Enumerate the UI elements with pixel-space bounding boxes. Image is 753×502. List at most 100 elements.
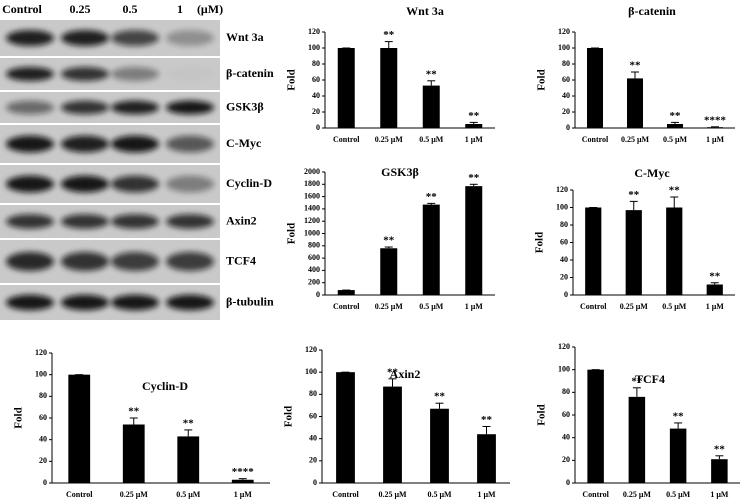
y-axis-label: Fold bbox=[534, 232, 546, 253]
significance-label: ** bbox=[434, 391, 446, 403]
bar bbox=[465, 186, 483, 295]
y-tick-label: 80 bbox=[562, 59, 570, 68]
bar bbox=[587, 48, 603, 128]
y-tick-label: 800 bbox=[308, 241, 320, 250]
x-tick-label: 0.5 μM bbox=[663, 135, 688, 144]
bar bbox=[625, 210, 642, 295]
x-tick-label: 1 μM bbox=[465, 135, 484, 144]
blot-band bbox=[61, 30, 109, 46]
significance-label: **** bbox=[232, 466, 255, 478]
bar bbox=[711, 459, 728, 483]
significance-label: ** bbox=[714, 443, 726, 455]
error-bar bbox=[469, 183, 478, 187]
blot-band bbox=[6, 30, 54, 46]
x-tick-label: 1 μM bbox=[710, 490, 729, 499]
error-bar bbox=[482, 425, 491, 435]
blot-band bbox=[61, 135, 109, 153]
protein-label: C-Myc bbox=[226, 136, 262, 150]
y-tick-label: 100 bbox=[305, 367, 317, 376]
y-tick-label: 1000 bbox=[304, 228, 320, 237]
y-tick-label: 400 bbox=[308, 265, 320, 274]
y-axis-label: Fold bbox=[13, 407, 25, 428]
protein-label: Axin2 bbox=[226, 213, 257, 227]
x-tick-label: Control bbox=[333, 302, 360, 311]
chart-title: Wnt 3a bbox=[406, 4, 444, 18]
y-tick-label: 1600 bbox=[304, 191, 320, 200]
blot-band bbox=[61, 294, 109, 311]
y-tick-label: 40 bbox=[39, 434, 47, 443]
y-tick-label: 100 bbox=[308, 43, 320, 52]
bar bbox=[383, 386, 402, 483]
protein-label: Cyclin-D bbox=[226, 176, 272, 190]
y-tick-label: 0 bbox=[316, 123, 320, 132]
error-bar bbox=[435, 402, 444, 409]
x-tick-label: Control bbox=[582, 135, 609, 144]
bar bbox=[122, 424, 145, 483]
y-tick-label: 40 bbox=[560, 255, 568, 264]
x-tick-label: 0.5 μM bbox=[419, 135, 444, 144]
bar bbox=[628, 396, 646, 483]
significance-label: ** bbox=[630, 60, 642, 72]
chart-title: Cyclin-D bbox=[142, 379, 188, 393]
y-tick-label: 100 bbox=[35, 369, 47, 378]
y-axis-label: Fold bbox=[286, 223, 298, 244]
x-tick-label: 1 μM bbox=[706, 302, 725, 311]
protein-label: TCF4 bbox=[226, 253, 256, 267]
blot-band bbox=[166, 30, 214, 46]
blot-band bbox=[6, 175, 54, 193]
bar bbox=[706, 284, 723, 295]
error-bar bbox=[388, 378, 397, 387]
error-bar bbox=[384, 246, 393, 249]
chart-title: TCF4 bbox=[635, 372, 665, 386]
bar bbox=[585, 207, 602, 295]
blot-band bbox=[61, 214, 109, 229]
y-tick-label: 60 bbox=[312, 75, 320, 84]
bar bbox=[231, 479, 254, 483]
bar bbox=[587, 369, 604, 483]
error-bar bbox=[469, 121, 478, 124]
x-tick-label: 0.25 μM bbox=[378, 490, 407, 499]
bar bbox=[627, 78, 643, 128]
y-tick-label: 80 bbox=[562, 387, 570, 396]
bar bbox=[337, 48, 355, 128]
error-bar bbox=[671, 121, 679, 124]
x-tick-label: 1 μM bbox=[465, 302, 484, 311]
x-tick-label: Control bbox=[332, 490, 359, 499]
y-tick-label: 60 bbox=[309, 411, 317, 420]
blot-band bbox=[111, 30, 159, 46]
blot-band bbox=[166, 294, 214, 311]
x-tick-label: 0.5 μM bbox=[176, 490, 201, 499]
x-tick-label: Control bbox=[582, 490, 609, 499]
significance-label: ** bbox=[673, 410, 685, 422]
x-tick-label: 0.5 μM bbox=[662, 302, 687, 311]
y-tick-label: 20 bbox=[309, 456, 317, 465]
blot-band bbox=[166, 100, 214, 115]
chart-title: C-Myc bbox=[634, 166, 670, 180]
bar bbox=[430, 408, 449, 483]
y-tick-label: 1200 bbox=[304, 216, 320, 225]
error-bar bbox=[184, 429, 193, 437]
y-tick-label: 100 bbox=[558, 364, 570, 373]
error-bar bbox=[384, 41, 393, 48]
significance-label: ** bbox=[669, 185, 681, 197]
blot-band bbox=[111, 294, 159, 311]
bar bbox=[667, 124, 683, 128]
blot-band bbox=[6, 294, 54, 311]
y-tick-label: 120 bbox=[558, 27, 570, 36]
error-bar bbox=[632, 387, 641, 397]
blot-band bbox=[6, 252, 54, 271]
error-bar bbox=[427, 202, 436, 205]
significance-label: ** bbox=[628, 189, 640, 201]
error-bar bbox=[238, 478, 247, 480]
x-tick-label: 1 μM bbox=[706, 135, 725, 144]
x-tick-label: 1 μM bbox=[234, 490, 253, 499]
y-tick-label: 1400 bbox=[304, 204, 320, 213]
y-tick-label: 80 bbox=[312, 59, 320, 68]
y-tick-label: 0 bbox=[313, 478, 317, 487]
significance-label: ** bbox=[183, 417, 195, 429]
x-tick-label: 0.5 μM bbox=[427, 490, 452, 499]
y-tick-label: 2000 bbox=[304, 167, 320, 176]
significance-label: **** bbox=[704, 114, 727, 126]
y-tick-label: 1800 bbox=[304, 179, 320, 188]
x-tick-label: Control bbox=[580, 302, 607, 311]
